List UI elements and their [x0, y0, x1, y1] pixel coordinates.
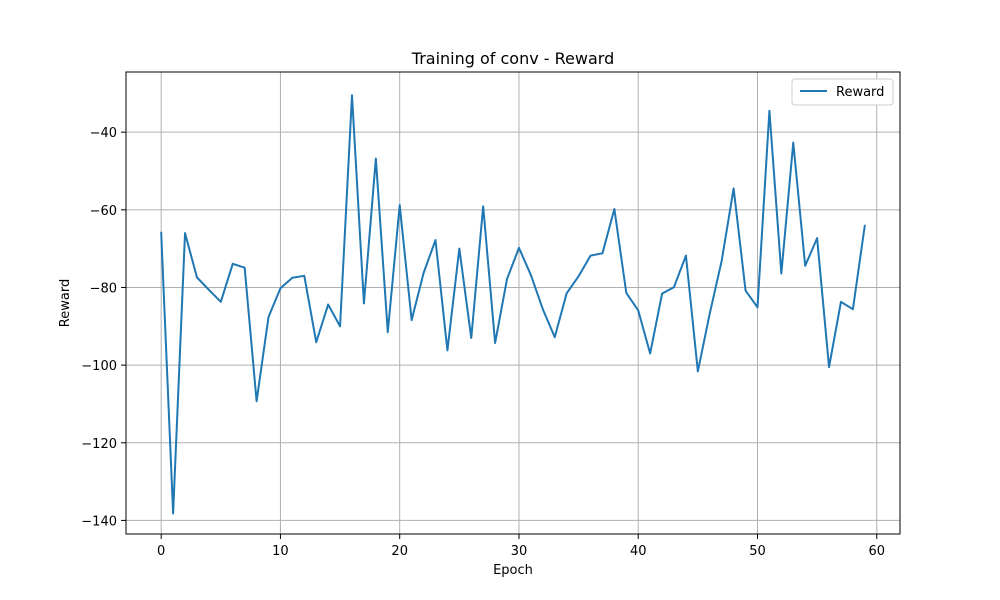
- data-point: [685, 254, 687, 257]
- data-point: [172, 512, 174, 515]
- data-point: [291, 276, 294, 279]
- data-point: [744, 289, 747, 292]
- data-point: [673, 286, 675, 288]
- plot-frame: [125, 71, 901, 535]
- x-tick-label: 50: [749, 544, 766, 559]
- y-axis: −140 −120 −100 −80 −60 −40: [81, 126, 126, 529]
- data-point: [637, 309, 640, 312]
- y-tick-label: −140: [81, 514, 117, 529]
- data-point: [840, 301, 842, 303]
- data-point: [756, 306, 759, 309]
- data-point: [601, 252, 604, 255]
- data-point: [446, 349, 449, 352]
- data-point: [589, 254, 592, 257]
- data-point: [732, 187, 735, 190]
- data-point: [303, 275, 306, 277]
- data-point: [160, 231, 162, 234]
- data-point: [410, 319, 413, 321]
- data-point: [255, 400, 258, 403]
- data-point: [339, 325, 341, 328]
- grid: [126, 72, 900, 534]
- data-point: [708, 312, 711, 315]
- data-point: [530, 274, 532, 276]
- data-point: [792, 141, 795, 144]
- chart-title: Training of conv - Reward: [411, 49, 614, 68]
- data-point: [231, 262, 234, 265]
- data-point: [315, 341, 318, 344]
- data-point: [470, 337, 473, 339]
- y-tick-label: −100: [81, 359, 117, 374]
- data-point: [768, 110, 771, 112]
- y-tick-label: −80: [90, 281, 117, 296]
- data-point: [864, 224, 866, 227]
- x-tick-label: 40: [630, 544, 647, 559]
- data-point: [649, 352, 651, 355]
- data-point: [434, 239, 437, 241]
- data-point: [494, 342, 496, 344]
- data-point: [184, 232, 186, 234]
- line-layer: [160, 94, 866, 515]
- data-point: [482, 205, 484, 208]
- x-tick-label: 20: [391, 544, 408, 559]
- data-point: [196, 276, 198, 279]
- data-point: [553, 336, 556, 338]
- data-point: [351, 94, 353, 97]
- data-point: [780, 272, 783, 275]
- data-point: [375, 157, 377, 160]
- y-axis-label: Reward: [58, 279, 73, 327]
- data-point: [327, 303, 329, 306]
- x-tick-label: 10: [272, 544, 289, 559]
- data-point: [363, 302, 365, 305]
- data-point: [267, 316, 270, 318]
- data-point: [542, 308, 544, 311]
- data-point: [661, 292, 663, 295]
- data-point: [804, 264, 806, 267]
- data-point: [208, 289, 210, 291]
- legend-label: Reward: [836, 85, 884, 100]
- data-point: [458, 247, 461, 250]
- data-point: [613, 208, 616, 210]
- data-point: [720, 259, 723, 262]
- x-axis-label: Epoch: [493, 563, 533, 578]
- data-point: [220, 301, 222, 303]
- data-point: [828, 366, 830, 368]
- data-point: [816, 237, 818, 239]
- data-point: [398, 204, 401, 206]
- data-point: [279, 287, 282, 290]
- y-tick-label: −120: [81, 437, 117, 452]
- x-tick-label: 60: [868, 544, 885, 559]
- legend-box: [791, 78, 894, 106]
- data-point: [852, 308, 854, 311]
- y-tick-label: −40: [90, 126, 117, 141]
- x-tick-label: 30: [511, 544, 528, 559]
- data-point: [697, 370, 699, 373]
- data-point: [565, 292, 568, 295]
- data-point: [577, 275, 580, 278]
- data-point: [422, 272, 425, 274]
- x-tick-label: 0: [157, 544, 165, 559]
- data-point: [518, 247, 520, 249]
- data-point: [625, 292, 628, 294]
- data-point: [243, 266, 246, 269]
- data-point: [386, 331, 389, 333]
- legend: Reward: [791, 78, 894, 106]
- x-axis: 0 10 20 30 40 50 60: [157, 534, 885, 559]
- y-tick-label: −60: [90, 204, 117, 219]
- data-point: [506, 278, 508, 280]
- series-line-reward: [160, 94, 866, 515]
